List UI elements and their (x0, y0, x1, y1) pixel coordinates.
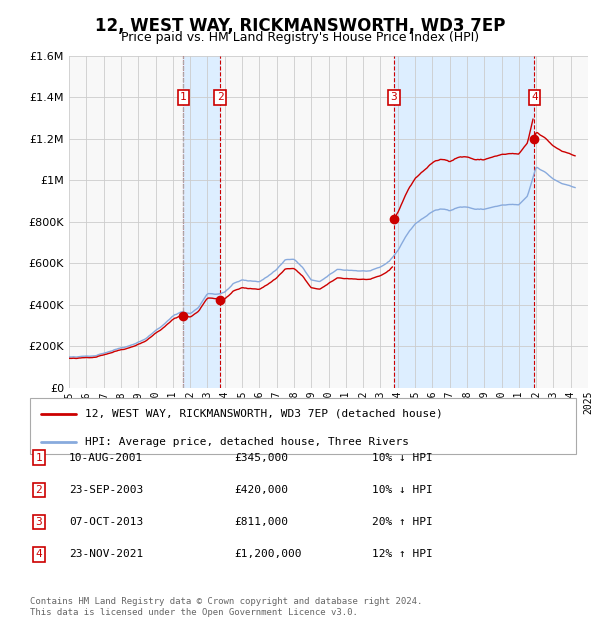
Text: 3: 3 (35, 517, 43, 527)
Text: 2: 2 (217, 92, 223, 102)
Text: £811,000: £811,000 (234, 517, 288, 527)
Text: 12% ↑ HPI: 12% ↑ HPI (372, 549, 433, 559)
Text: 2: 2 (35, 485, 43, 495)
Bar (394, 56, 535, 388)
Text: 1: 1 (35, 453, 43, 463)
Text: 23-SEP-2003: 23-SEP-2003 (69, 485, 143, 495)
Text: £1,200,000: £1,200,000 (234, 549, 302, 559)
Text: 23-NOV-2021: 23-NOV-2021 (69, 549, 143, 559)
Text: Price paid vs. HM Land Registry's House Price Index (HPI): Price paid vs. HM Land Registry's House … (121, 31, 479, 44)
Text: 4: 4 (531, 92, 538, 102)
Text: 1: 1 (180, 92, 187, 102)
Text: 10% ↓ HPI: 10% ↓ HPI (372, 453, 433, 463)
Text: 07-OCT-2013: 07-OCT-2013 (69, 517, 143, 527)
Text: 10% ↓ HPI: 10% ↓ HPI (372, 485, 433, 495)
Text: 10-AUG-2001: 10-AUG-2001 (69, 453, 143, 463)
Text: HPI: Average price, detached house, Three Rivers: HPI: Average price, detached house, Thre… (85, 436, 409, 446)
Text: 3: 3 (391, 92, 397, 102)
FancyBboxPatch shape (30, 398, 576, 454)
Bar (184, 56, 220, 388)
Text: 4: 4 (35, 549, 43, 559)
Text: £345,000: £345,000 (234, 453, 288, 463)
Text: 20% ↑ HPI: 20% ↑ HPI (372, 517, 433, 527)
Text: 12, WEST WAY, RICKMANSWORTH, WD3 7EP (detached house): 12, WEST WAY, RICKMANSWORTH, WD3 7EP (de… (85, 409, 442, 419)
Text: 12, WEST WAY, RICKMANSWORTH, WD3 7EP: 12, WEST WAY, RICKMANSWORTH, WD3 7EP (95, 17, 505, 35)
Text: Contains HM Land Registry data © Crown copyright and database right 2024.
This d: Contains HM Land Registry data © Crown c… (30, 598, 422, 617)
Text: £420,000: £420,000 (234, 485, 288, 495)
